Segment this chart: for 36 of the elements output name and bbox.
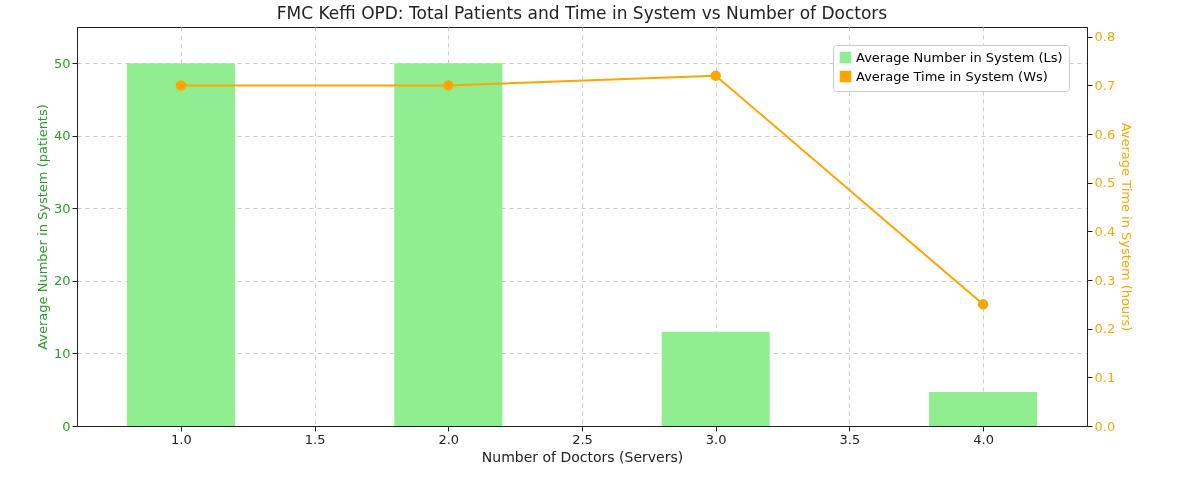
y-tick-label: 40 — [53, 128, 71, 144]
y2-tick-label: 0.8 — [1094, 29, 1116, 45]
y2-axis-title: Average Time in System (hours) — [1119, 122, 1135, 332]
y2-tick-label: 0.1 — [1094, 369, 1116, 385]
legend-label: Average Number in System (Ls) — [856, 49, 1063, 65]
bar — [929, 391, 1038, 426]
x-tick-label: 4.0 — [973, 431, 994, 447]
y2-tick-label: 0.4 — [1094, 223, 1116, 239]
y-tick-label: 0 — [62, 418, 71, 434]
y-tick-label: 20 — [53, 273, 71, 289]
x-tick-label: 3.5 — [839, 431, 861, 447]
y-tick-label: 50 — [53, 55, 71, 71]
bar — [661, 331, 770, 426]
y2-tick-label: 0.0 — [1094, 418, 1116, 434]
y2-tick-label: 0.7 — [1094, 77, 1116, 93]
x-tick-label: 1.5 — [304, 431, 326, 447]
x-tick-label: 3.0 — [705, 431, 727, 447]
x-tick-label: 2.0 — [438, 431, 460, 447]
y-axis-title: Average Number in System (patients) — [34, 104, 50, 350]
legend-label: Average Time in System (Ws) — [856, 68, 1048, 84]
point — [710, 70, 721, 81]
point — [175, 80, 187, 91]
y2-tick-label: 0.2 — [1094, 321, 1116, 337]
y-tick-label: 30 — [53, 200, 71, 216]
point — [977, 299, 989, 310]
y2-tick-label: 0.6 — [1094, 126, 1116, 142]
x-axis-title: Number of Doctors (Servers) — [481, 448, 684, 465]
chart-title: FMC Keffi OPD: Total Patients and Time in System vs Number of Doctors — [276, 3, 888, 23]
point — [443, 80, 454, 91]
x-tick-label: 2.5 — [572, 431, 593, 447]
y2-tick-label: 0.3 — [1094, 272, 1116, 288]
x-tick-label: 1.0 — [171, 431, 192, 447]
bar — [394, 63, 503, 426]
bar — [126, 63, 235, 426]
y-tick-label: 10 — [53, 345, 71, 361]
y2-tick-label: 0.5 — [1094, 175, 1116, 191]
